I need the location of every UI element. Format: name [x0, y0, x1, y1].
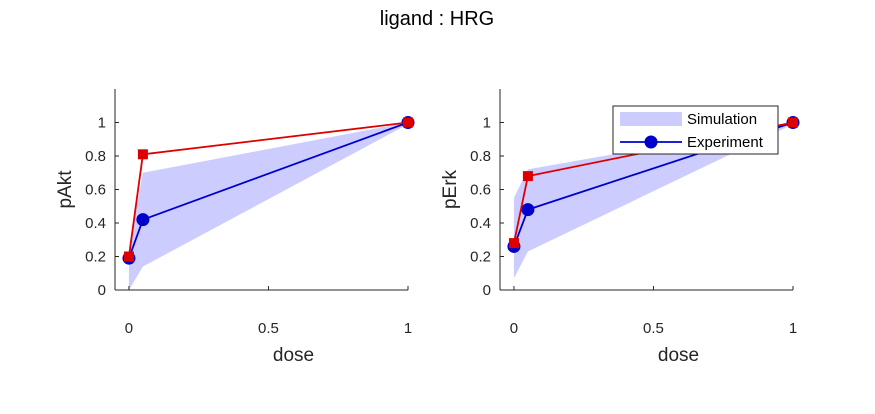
legend-experiment-marker: [644, 135, 658, 149]
x-axis-label: dose: [658, 345, 699, 366]
red-series-marker: [403, 117, 413, 128]
experiment-series-marker: [136, 213, 150, 227]
legend-simulation-swatch: [620, 112, 682, 126]
simulation-band: [513, 122, 793, 279]
y-axis-label: pAkt: [55, 170, 76, 209]
y-tick-label: 1: [483, 115, 491, 132]
y-tick-label: 0.8: [470, 148, 491, 165]
figure-title: ligand : HRG: [380, 8, 495, 30]
y-tick-label: 0.6: [470, 182, 491, 199]
y-tick-label: 0.6: [85, 182, 106, 199]
red-series-marker: [137, 149, 148, 160]
y-tick-label: 0: [98, 282, 106, 299]
axes-layer: 0 0.2 0.4 0.6 0.8 1 0 0.5 1 dose pAkt 0 0.2 0.4 0.6 0.8…: [55, 89, 800, 366]
legend-label: Simulation: [687, 111, 757, 128]
experiment-series-marker: [521, 203, 535, 217]
x-tick-label: 1: [404, 320, 412, 337]
simulation-band: [128, 122, 408, 290]
y-tick-label: 0.2: [470, 249, 491, 266]
x-axis-label: dose: [273, 345, 314, 366]
y-tick-label: 1: [98, 115, 106, 132]
x-tick-label: 1: [789, 320, 797, 337]
legend: Simulation Experiment: [612, 105, 779, 155]
y-axis-label: pErk: [440, 169, 461, 209]
axes-1: 0 0.2 0.4 0.6 0.8 1 0 0.5 1 dose pAkt: [55, 89, 415, 366]
legend-label: Experiment: [687, 134, 764, 151]
y-tick-label: 0.8: [85, 148, 106, 165]
x-tick-label: 0: [125, 320, 133, 337]
red-series-marker: [123, 251, 134, 262]
y-tick-label: 0.4: [85, 215, 106, 232]
red-series-marker: [508, 238, 519, 249]
x-tick-label: 0: [510, 320, 518, 337]
x-tick-label: 0.5: [258, 320, 279, 337]
red-series-marker: [522, 171, 533, 182]
x-tick-label: 0.5: [643, 320, 664, 337]
red-series-marker: [788, 117, 798, 128]
y-tick-label: 0: [483, 282, 491, 299]
y-tick-label: 0.2: [85, 249, 106, 266]
y-tick-label: 0.4: [470, 215, 491, 232]
